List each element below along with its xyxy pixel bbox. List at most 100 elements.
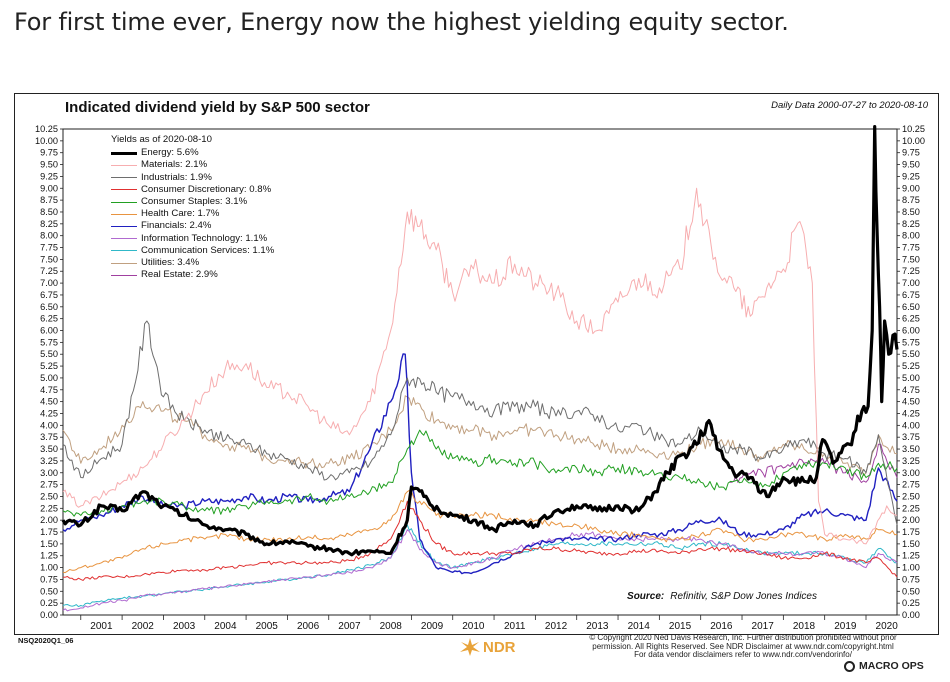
y-tick-label-right: 8.25 [902, 219, 920, 229]
y-tick-label-left: 6.50 [40, 302, 58, 312]
y-tick-label-left: 9.50 [40, 160, 58, 170]
y-tick-label-left: 7.75 [40, 243, 58, 253]
copyright-line-1: © Copyright 2020 Ned Davis Research, Inc… [589, 633, 897, 642]
y-tick-label-left: 4.25 [40, 408, 58, 418]
legend-label: Energy: 5.6% [141, 147, 199, 159]
y-tick-label-left: 0.75 [40, 574, 58, 584]
y-tick-label-right: 3.25 [902, 456, 920, 466]
y-tick-label-left: 6.25 [40, 314, 58, 324]
legend-label: Industrials: 1.9% [141, 171, 212, 183]
x-tick-label: 2008 [380, 621, 403, 632]
y-tick-label-right: 3.00 [902, 468, 920, 478]
copyright-line-3: For data vendor disclaimers refer to www… [634, 650, 852, 660]
legend-label: Financials: 2.4% [141, 220, 212, 232]
legend-item: Health Care: 1.7% [111, 208, 274, 220]
series-line-7 [62, 529, 898, 612]
legend-item: Information Technology: 1.1% [111, 233, 274, 245]
legend-item: Industrials: 1.9% [111, 172, 274, 184]
x-tick-label: 2019 [834, 621, 857, 632]
legend-swatch [111, 238, 137, 240]
y-tick-label-right: 6.00 [902, 326, 920, 336]
series-line-5 [62, 489, 898, 574]
y-tick-label-left: 8.50 [40, 207, 58, 217]
chart-code: NSQ2020Q1_06 [18, 636, 74, 645]
y-tick-label-left: 8.25 [40, 219, 58, 229]
y-tick-label-right: 6.75 [902, 290, 920, 300]
x-tick-label: 2015 [669, 621, 692, 632]
y-tick-label-left: 3.50 [40, 444, 58, 454]
y-tick-label-right: 5.00 [902, 373, 920, 383]
ndr-logo-icon [460, 638, 480, 656]
legend-item: Communication Services: 1.1% [111, 245, 274, 257]
source-note: Source: Refinitiv, S&P Dow Jones Indices [627, 591, 817, 602]
y-tick-label-left: 9.75 [40, 148, 58, 158]
y-tick-label-right: 0.25 [902, 598, 920, 608]
y-tick-label-right: 5.50 [902, 349, 920, 359]
series-line-3 [62, 500, 898, 581]
legend-swatch [111, 201, 137, 203]
y-tick-label-right: 8.00 [902, 231, 920, 241]
x-tick-label: 2017 [752, 621, 775, 632]
legend-swatch [111, 165, 137, 166]
copyright-line-2: permission. All Rights Reserved. See NDR… [592, 641, 894, 651]
y-tick-label-left: 0.50 [40, 586, 58, 596]
y-tick-label-right: 10.25 [902, 124, 925, 134]
macro-ops-ring-icon [844, 660, 855, 672]
x-tick-label: 2010 [462, 621, 485, 632]
y-tick-label-right: 4.25 [902, 408, 920, 418]
legend-label: Communication Services: 1.1% [141, 244, 275, 256]
x-tick-label: 2013 [586, 621, 609, 632]
y-tick-label-left: 3.00 [40, 468, 58, 478]
legend-item: Consumer Staples: 3.1% [111, 196, 274, 208]
y-tick-label-left: 2.50 [40, 491, 58, 501]
y-tick-label-left: 6.75 [40, 290, 58, 300]
legend-swatch [111, 250, 137, 252]
y-tick-label-left: 5.00 [40, 373, 58, 383]
y-tick-label-right: 8.50 [902, 207, 920, 217]
legend-label: Real Estate: 2.9% [141, 269, 218, 281]
x-tick-label: 2018 [793, 621, 816, 632]
y-tick-label-left: 5.50 [40, 349, 58, 359]
chart-frame: Indicated dividend yield by S&P 500 sect… [14, 93, 939, 635]
ndr-logo-text: NDR [483, 638, 516, 656]
y-tick-label-left: 7.50 [40, 254, 58, 264]
x-tick-label: 2003 [173, 621, 196, 632]
legend-label: Utilities: 3.4% [141, 257, 200, 269]
y-tick-label-right: 9.00 [902, 183, 920, 193]
y-tick-label-right: 5.75 [902, 337, 920, 347]
y-tick-label-right: 0.00 [902, 610, 920, 620]
plot-area: 0.00 0.000.25 0.250.50 0.500.75 0.751.00 1.00… [35, 124, 925, 632]
y-tick-label-right: 3.50 [902, 444, 920, 454]
legend-swatch [111, 213, 137, 215]
legend-label: Information Technology: 1.1% [141, 232, 268, 244]
legend-label: Materials: 2.1% [141, 159, 208, 171]
y-tick-label-right: 6.25 [902, 314, 920, 324]
series-line-9 [62, 395, 898, 476]
y-tick-label-left: 7.00 [40, 278, 58, 288]
legend: Yields as of 2020-08-10 Energy: 5.6% Mate… [111, 134, 274, 281]
y-tick-label-right: 4.75 [902, 385, 920, 395]
legend-swatch [111, 151, 137, 155]
chart-title: Indicated dividend yield by S&P 500 sect… [65, 99, 370, 116]
y-tick-label-left: 1.25 [40, 551, 58, 561]
y-tick-label-right: 7.00 [902, 278, 920, 288]
x-tick-label: 2004 [214, 621, 237, 632]
y-tick-label-right: 7.50 [902, 254, 920, 264]
y-tick-label-right: 9.50 [902, 160, 920, 170]
y-tick-label-right: 2.75 [902, 480, 920, 490]
macro-ops-logo: MACRO OPS [844, 660, 924, 672]
y-tick-label-left: 9.25 [40, 171, 58, 181]
legend-label: Health Care: 1.7% [141, 208, 220, 220]
y-tick-label-right: 2.25 [902, 503, 920, 513]
legend-swatch [111, 189, 137, 191]
y-tick-label-right: 0.50 [902, 586, 920, 596]
y-tick-label-right: 10.00 [902, 136, 925, 146]
y-tick-label-right: 4.00 [902, 420, 920, 430]
x-tick-label: 2011 [504, 621, 526, 632]
y-tick-label-left: 4.50 [40, 397, 58, 407]
x-tick-label: 2016 [710, 621, 733, 632]
x-tick-label: 2001 [90, 621, 113, 632]
series-line-6 [62, 353, 898, 575]
series-line-10 [729, 443, 898, 483]
y-tick-label-left: 2.00 [40, 515, 58, 525]
